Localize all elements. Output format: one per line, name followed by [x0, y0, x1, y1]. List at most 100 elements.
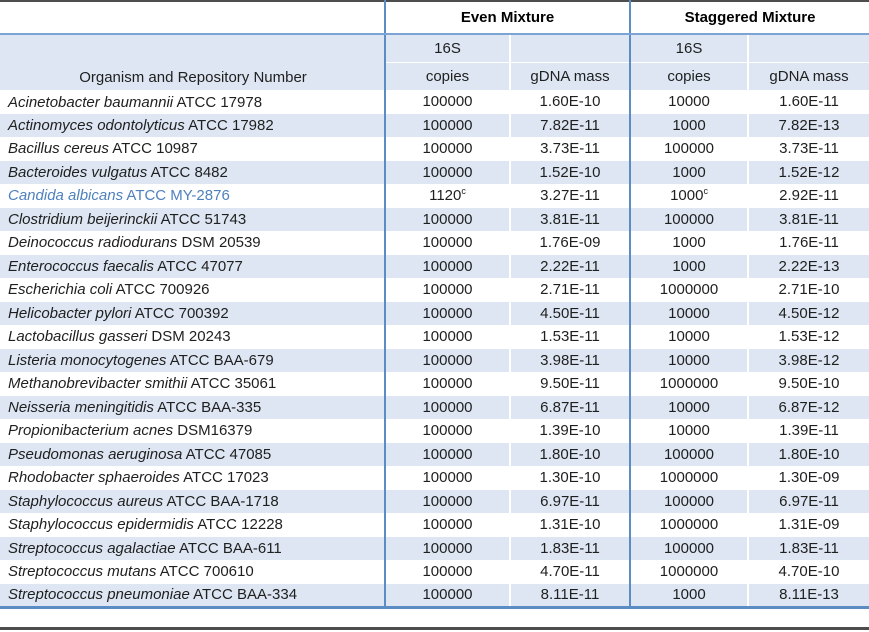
staggered-gdna-value: 4.50E-12	[778, 304, 840, 322]
staggered-gdna-value: 2.22E-13	[778, 257, 840, 275]
staggered-gdna-mass-cell: 6.87E-12	[747, 395, 869, 419]
staggered-16s-copies-cell: 10000	[629, 325, 748, 349]
staggered-gdna-value: 3.98E-12	[778, 351, 840, 369]
staggered-16s-copies-cell: 100000	[629, 207, 748, 231]
subheader-row-top: Organism and Repository Number 16S 16S	[0, 34, 869, 91]
even-gdna-value: 3.73E-11	[540, 140, 600, 158]
staggered-16s-copies-cell: 1000	[629, 254, 748, 278]
staggered-16s-copies-cell: 100000	[629, 137, 748, 161]
even-copies-value: 100000	[422, 469, 473, 487]
organism-header: Organism and Repository Number	[0, 34, 385, 91]
even-gdna-mass-cell: 7.82E-11	[509, 113, 630, 137]
staggered-16s-copies-cell: 1000	[629, 583, 748, 607]
repository-id: ATCC 700610	[159, 563, 254, 581]
organism-cell: Listeria monocytogenes ATCC BAA-679	[0, 348, 385, 372]
staggered-gdna-value: 8.11E-13	[779, 586, 839, 603]
even-gdna-value: 4.50E-11	[540, 304, 600, 322]
even-copies-value: 100000	[422, 586, 473, 603]
staggered-mixture-header: Staggered Mixture	[629, 1, 869, 35]
staggered-gdna-value: 7.82E-13	[778, 116, 840, 134]
staggered-16s-copies-cell: 1000000	[629, 372, 748, 396]
organism-name: Streptococcus mutans	[8, 563, 157, 581]
repository-id: ATCC BAA-679	[169, 351, 274, 369]
repository-id: ATCC BAA-611	[178, 539, 282, 557]
organism-name: Streptococcus agalactiae	[8, 539, 176, 557]
even-copies-value: 100000	[422, 516, 473, 534]
staggered-gdna-mass-cell: 2.71E-10	[747, 278, 869, 302]
staggered-gdna-mass-cell: 6.97E-11	[747, 489, 869, 513]
even-copies-value: 100000	[422, 93, 473, 111]
even-gdna-value: 8.11E-11	[540, 586, 600, 603]
organism-name: Bacillus cereus	[8, 140, 109, 158]
repository-id: ATCC 700392	[134, 304, 229, 322]
even-16s-copies-cell: 100000	[384, 395, 510, 419]
staggered-copies-value: 10000	[668, 422, 710, 440]
even-gdna-mass-cell: 9.50E-11	[509, 372, 630, 396]
even-16s-copies-cell: 100000	[384, 254, 510, 278]
table-row: Neisseria meningitidis ATCC BAA-335 1000…	[0, 395, 869, 419]
staggered-gdna-value: 1.53E-12	[778, 328, 840, 346]
staggered-copies-value: 1000	[672, 257, 706, 275]
even-gdna-mass-cell: 3.98E-11	[509, 348, 630, 372]
organism-name: Pseudomonas aeruginosa	[8, 445, 183, 463]
staggered-gdna-mass-cell: 3.98E-12	[747, 348, 869, 372]
staggered-copies-value: 10000	[668, 93, 710, 111]
organism-mixture-table: Even Mixture Staggered Mixture Organism …	[0, 0, 869, 609]
organism-name: Helicobacter pylori	[8, 304, 132, 322]
organism-cell: Lactobacillus gasseri DSM 20243	[0, 325, 385, 349]
table-row: Actinomyces odontolyticus ATCC 17982 100…	[0, 113, 869, 137]
even-gdna-mass-cell: 1.39E-10	[509, 419, 630, 443]
organism-cell: Streptococcus pneumoniae ATCC BAA-334	[0, 583, 385, 607]
even-gdna-value: 3.98E-11	[540, 351, 600, 369]
staggered-copies-footnote: c	[703, 186, 708, 197]
even-copies-value: 100000	[422, 163, 473, 181]
staggered-gdna-spacer	[747, 34, 869, 63]
repository-id: DSM 20243	[151, 328, 231, 346]
even-16s-label: 16S	[384, 34, 510, 63]
repository-id: ATCC MY-2876	[126, 187, 230, 205]
staggered-gdna-mass-cell: 2.92E-11	[747, 184, 869, 208]
staggered-gdna-value: 1.83E-11	[779, 539, 839, 557]
even-copies-footnote: c	[461, 186, 466, 197]
even-16s-copies-cell: 100000	[384, 301, 510, 325]
staggered-gdna-mass-cell: 2.22E-13	[747, 254, 869, 278]
even-16s-copies-cell: 100000	[384, 583, 510, 607]
repository-id: ATCC 12228	[197, 516, 283, 534]
even-16s-copies-cell: 100000	[384, 113, 510, 137]
table-row: Streptococcus mutans ATCC 700610 100000 …	[0, 560, 869, 584]
staggered-gdna-mass-cell: 4.50E-12	[747, 301, 869, 325]
staggered-copies-value: 10000	[668, 304, 710, 322]
staggered-gdna-value: 1.31E-09	[778, 516, 840, 534]
repository-id: ATCC 47077	[157, 257, 243, 275]
table-row: Bacillus cereus ATCC 10987 100000 3.73E-…	[0, 137, 869, 161]
even-gdna-value: 3.81E-11	[540, 210, 600, 228]
even-gdna-mass-cell: 1.76E-09	[509, 231, 630, 255]
staggered-gdna-mass-cell: 1.52E-12	[747, 160, 869, 184]
even-gdna-mass-cell: 1.52E-10	[509, 160, 630, 184]
table-row: Candida albicans ATCC MY-2876 1120c 3.27…	[0, 184, 869, 208]
even-gdna-mass-cell: 4.70E-11	[509, 560, 630, 584]
staggered-copies-value: 1000	[670, 187, 704, 205]
table-body: Acinetobacter baumannii ATCC 17978 10000…	[0, 90, 869, 607]
even-gdna-mass-cell: 2.71E-11	[509, 278, 630, 302]
staggered-gdna-mass-cell: 1.39E-11	[747, 419, 869, 443]
staggered-copies-value: 1000000	[659, 516, 719, 534]
staggered-gdna-mass-cell: 1.31E-09	[747, 513, 869, 537]
even-16s-copies-cell: 100000	[384, 90, 510, 114]
table-row: Enterococcus faecalis ATCC 47077 100000 …	[0, 254, 869, 278]
even-gdna-mass-cell: 1.80E-10	[509, 442, 630, 466]
table-bottom-rule	[0, 627, 869, 630]
even-gdna-value: 1.60E-10	[539, 93, 601, 111]
even-gdna-value: 2.71E-11	[540, 281, 600, 299]
table-row: Streptococcus pneumoniae ATCC BAA-334 10…	[0, 583, 869, 607]
even-16s-copies-cell: 100000	[384, 348, 510, 372]
staggered-copies-value: 1000000	[659, 469, 719, 487]
staggered-16s-copies-cell: 10000	[629, 395, 748, 419]
organism-name: Actinomyces odontolyticus	[8, 116, 185, 134]
even-gdna-mass-cell: 3.73E-11	[509, 137, 630, 161]
table-row: Staphylococcus epidermidis ATCC 12228 10…	[0, 513, 869, 537]
even-copies-value: 100000	[422, 492, 473, 510]
organism-name: Rhodobacter sphaeroides	[8, 469, 180, 487]
staggered-16s-copies-cell: 100000	[629, 536, 748, 560]
staggered-copies-value: 1000	[672, 116, 706, 134]
